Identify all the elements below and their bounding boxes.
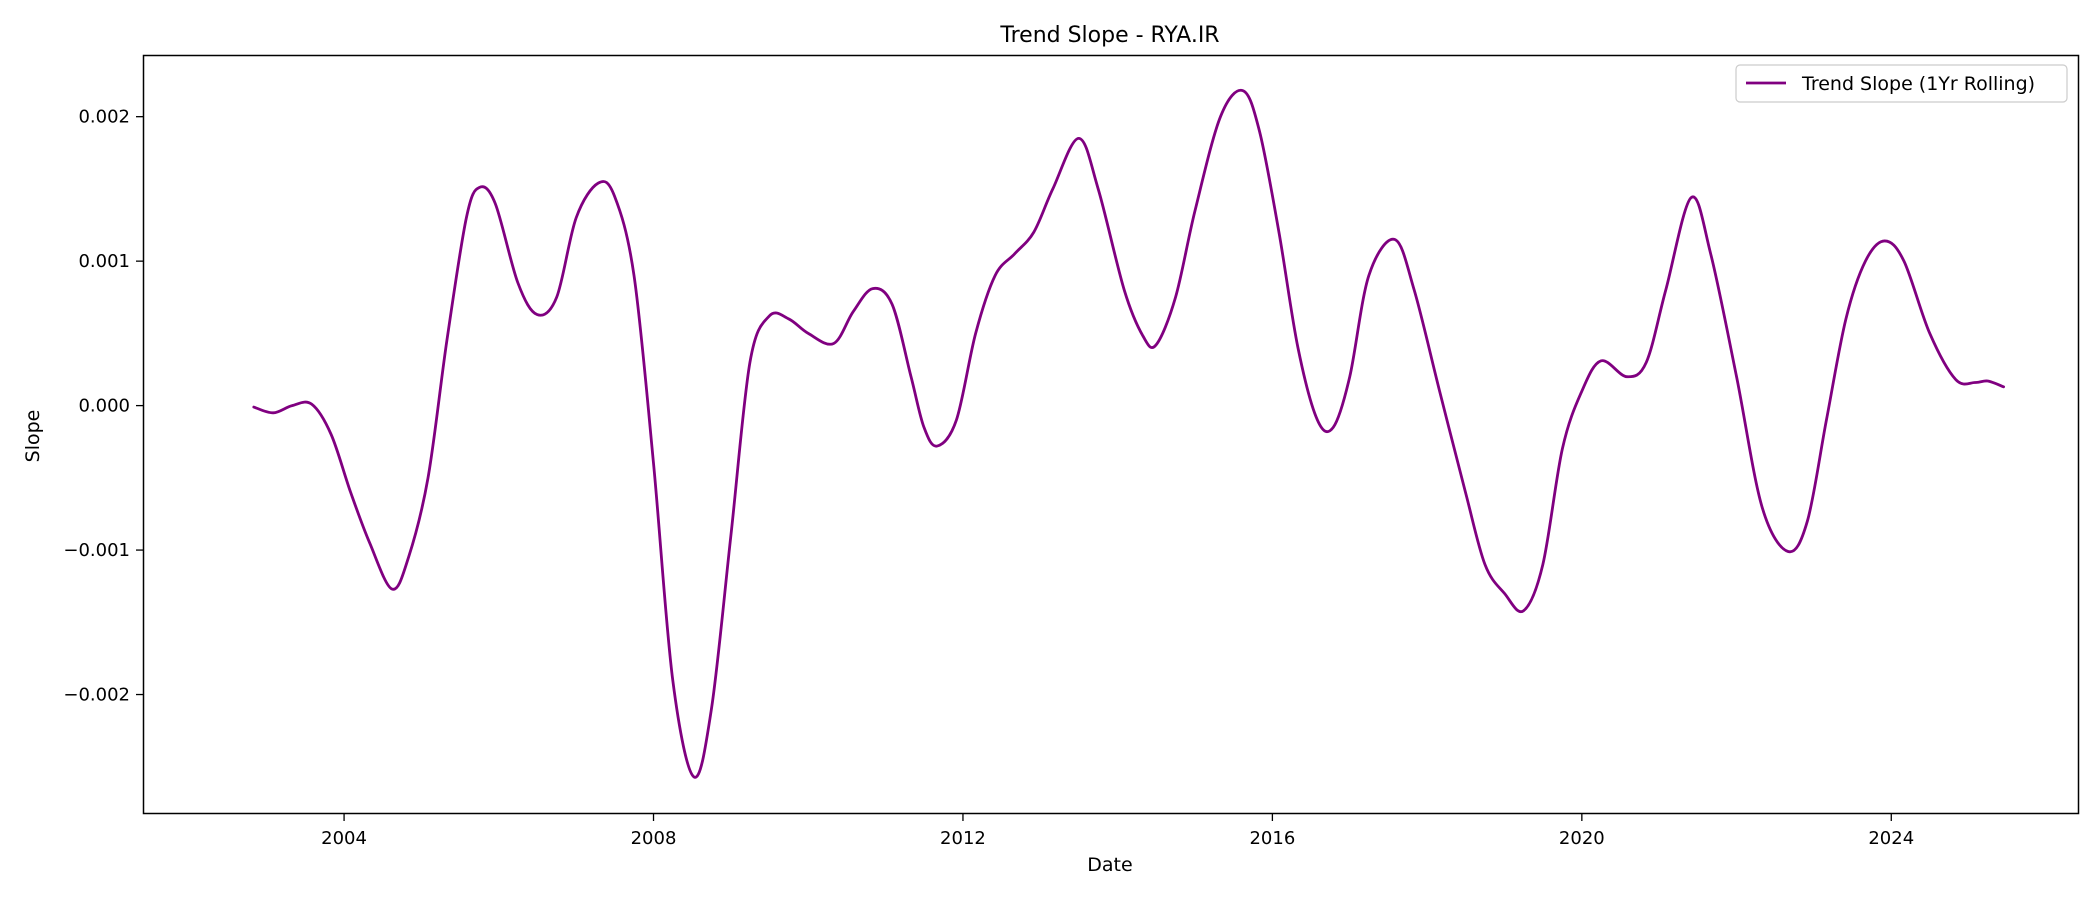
legend-entry-label: Trend Slope (1Yr Rolling) <box>1801 73 2035 95</box>
y-axis-label: Slope <box>22 410 44 463</box>
x-tick-label: 2008 <box>631 828 677 849</box>
chart-title: Trend Slope - RYA.IR <box>999 23 1219 48</box>
legend: Trend Slope (1Yr Rolling) <box>1735 64 2068 103</box>
y-tick-label: 0.001 <box>78 251 130 272</box>
legend-box <box>1735 64 2068 103</box>
y-axis: −0.002 −0.001 0.000 0.001 0.002 <box>63 107 144 706</box>
x-tick-label: 2024 <box>1868 828 1914 849</box>
y-tick-label: 0.000 <box>78 396 130 417</box>
y-tick-label: −0.001 <box>63 540 130 561</box>
x-tick-label: 2016 <box>1249 828 1295 849</box>
x-tick-label: 2020 <box>1559 828 1605 849</box>
x-axis-label: Date <box>1087 854 1132 876</box>
plot-frame <box>142 54 2080 815</box>
x-tick-label: 2004 <box>321 828 367 849</box>
x-axis: 2004 2008 2012 2016 2020 2024 <box>321 813 1914 849</box>
series-line-trend-slope <box>252 88 2006 779</box>
y-tick-label: −0.002 <box>63 685 130 706</box>
y-tick-label: 0.002 <box>78 107 130 128</box>
x-tick-label: 2012 <box>940 828 986 849</box>
